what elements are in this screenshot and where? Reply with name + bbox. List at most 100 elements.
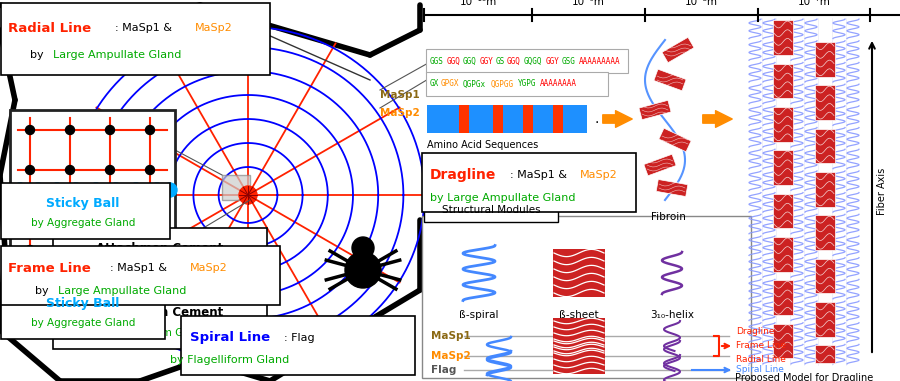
Circle shape — [239, 186, 257, 204]
Text: Large Ampullate Gland: Large Ampullate Gland — [53, 50, 182, 60]
Text: GGQ: GGQ — [463, 56, 477, 66]
Bar — [503, 105, 523, 133]
Bar — [773, 64, 793, 98]
FancyBboxPatch shape — [53, 228, 267, 284]
Circle shape — [89, 183, 103, 197]
Text: AAAAAAAAA: AAAAAAAAA — [579, 56, 620, 66]
Bar — [815, 129, 835, 163]
Text: Fibroin: Fibroin — [651, 212, 686, 222]
Bar — [773, 280, 793, 315]
Bar — [554, 105, 562, 133]
Circle shape — [146, 245, 155, 255]
Bar — [773, 150, 793, 185]
Circle shape — [146, 125, 155, 134]
Text: GPGX: GPGX — [441, 80, 460, 88]
Circle shape — [66, 125, 75, 134]
Text: Flag: Flag — [431, 365, 456, 375]
Text: 10⁻⁷m: 10⁻⁷m — [797, 0, 831, 7]
Bar — [773, 107, 793, 142]
Text: GGY: GGY — [480, 56, 493, 66]
Text: . . .: . . . — [595, 112, 616, 126]
FancyBboxPatch shape — [1, 183, 170, 239]
Bar — [427, 105, 459, 133]
Text: Proposed Model for Dragline: Proposed Model for Dragline — [735, 373, 874, 381]
Bar — [644, 154, 676, 176]
Text: ß-spiral: ß-spiral — [459, 310, 499, 320]
Bar — [773, 194, 793, 228]
Circle shape — [66, 165, 75, 174]
Bar — [10, 110, 175, 285]
Circle shape — [25, 125, 34, 134]
Bar — [553, 318, 605, 354]
Bar — [562, 105, 587, 133]
Text: by Aggregate Gland: by Aggregate Gland — [31, 218, 135, 228]
Text: Spiral Line: Spiral Line — [190, 331, 270, 344]
Text: Dragline: Dragline — [736, 328, 775, 336]
Bar — [659, 128, 691, 152]
Circle shape — [345, 252, 381, 288]
Bar — [773, 324, 793, 359]
Text: 3₁₀-helix: 3₁₀-helix — [650, 310, 694, 320]
FancyBboxPatch shape — [53, 293, 267, 349]
Circle shape — [66, 245, 75, 255]
Text: Frame Line: Frame Line — [736, 341, 786, 351]
Bar — [533, 105, 554, 133]
Text: QGPGG: QGPGG — [491, 80, 514, 88]
Text: MaSp2: MaSp2 — [580, 170, 617, 180]
Bar — [815, 85, 835, 120]
Text: GGQ: GGQ — [507, 56, 521, 66]
Bar — [523, 105, 533, 133]
Text: Large Ampullate Gland: Large Ampullate Gland — [58, 286, 186, 296]
Circle shape — [25, 245, 34, 255]
Circle shape — [50, 183, 64, 197]
Bar — [815, 42, 835, 77]
Bar — [815, 259, 835, 293]
Text: MaSp1: MaSp1 — [380, 90, 419, 100]
Bar — [773, 20, 793, 55]
Text: by Large Ampullate Gland: by Large Ampullate Gland — [430, 193, 575, 203]
Bar — [553, 338, 605, 374]
Bar — [553, 249, 605, 297]
Text: GSG: GSG — [562, 56, 576, 66]
Text: GX: GX — [430, 80, 439, 88]
Text: Spiral Line: Spiral Line — [736, 365, 784, 375]
FancyBboxPatch shape — [426, 72, 608, 96]
Text: 10⁻⁹m: 10⁻⁹m — [572, 0, 605, 7]
FancyBboxPatch shape — [1, 246, 280, 305]
Text: Attachmen Cement: Attachmen Cement — [96, 306, 223, 320]
FancyArrowPatch shape — [722, 368, 729, 372]
Bar — [815, 302, 835, 337]
FancyBboxPatch shape — [1, 3, 270, 75]
Text: GGS: GGS — [430, 56, 444, 66]
FancyBboxPatch shape — [424, 198, 558, 222]
Circle shape — [129, 183, 143, 197]
Text: Amino Acid Sequences: Amino Acid Sequences — [427, 140, 538, 150]
Text: 10⁻⁸m: 10⁻⁸m — [685, 0, 717, 7]
Circle shape — [352, 237, 374, 259]
Circle shape — [146, 205, 155, 215]
Text: : MaSp1 &: : MaSp1 & — [115, 23, 172, 33]
Circle shape — [69, 183, 83, 197]
Circle shape — [31, 183, 45, 197]
Text: : MaSp1 &: : MaSp1 & — [510, 170, 567, 180]
Text: Radial Line: Radial Line — [736, 355, 786, 365]
Circle shape — [105, 165, 114, 174]
Text: GS: GS — [496, 56, 505, 66]
Text: Frame Line: Frame Line — [8, 261, 91, 274]
Bar — [493, 105, 503, 133]
Circle shape — [146, 266, 155, 274]
Text: GGQ: GGQ — [446, 56, 461, 66]
Bar — [815, 215, 835, 250]
Bar — [773, 237, 793, 272]
FancyBboxPatch shape — [422, 153, 636, 212]
Text: Sticky Ball: Sticky Ball — [46, 296, 120, 309]
Text: QGPGx: QGPGx — [463, 80, 486, 88]
Circle shape — [66, 266, 75, 274]
FancyBboxPatch shape — [426, 49, 628, 73]
Bar — [469, 105, 493, 133]
Circle shape — [25, 266, 34, 274]
Text: MaSp2: MaSp2 — [380, 108, 419, 118]
Text: YGPG: YGPG — [518, 80, 536, 88]
Bar — [656, 179, 688, 197]
Text: Structural Modules: Structural Modules — [442, 205, 540, 215]
